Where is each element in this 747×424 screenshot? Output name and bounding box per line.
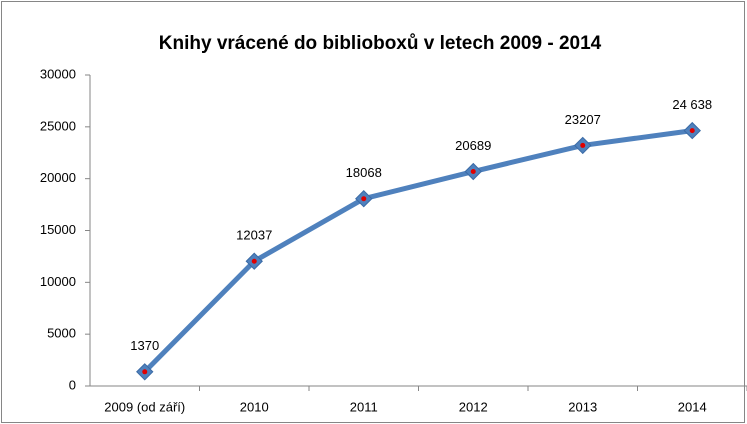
y-tick-label: 15000 [40,222,76,237]
marker-dot [470,169,476,175]
chart-title: Knihy vrácené do biblioboxů v letech 200… [159,33,602,54]
marker [574,136,592,155]
x-tick-label: 2013 [568,399,597,414]
marker [464,162,482,181]
x-tick-label: 2011 [350,399,378,414]
data-label: 1370 [130,338,159,353]
marker-dot [251,258,257,264]
marker [245,252,263,270]
x-tick-label: 2010 [240,399,269,414]
marker-dot [580,142,586,148]
data-label: 23207 [565,112,601,127]
y-tick-label: 20000 [40,170,76,185]
marker-dot [689,128,695,134]
marker [683,121,701,140]
x-tick-label: 2009 (od září) [104,399,185,414]
y-tick-label: 25000 [40,118,76,133]
series-line [142,128,693,374]
data-label: 20689 [455,138,491,153]
marker [355,189,373,208]
data-label: 24 638 [672,97,712,112]
x-tick-label: 2012 [459,399,488,414]
x-tick-label: 2014 [678,399,707,414]
y-tick-label: 30000 [40,66,76,81]
y-tick-label: 10000 [40,274,76,289]
y-tick-label: 5000 [47,326,76,341]
marker [136,363,154,381]
data-label: 12037 [236,228,272,243]
y-tick-label: 0 [69,377,76,392]
marker-dot [361,196,367,202]
data-label: 18068 [346,165,382,180]
marker-dot [142,369,148,375]
